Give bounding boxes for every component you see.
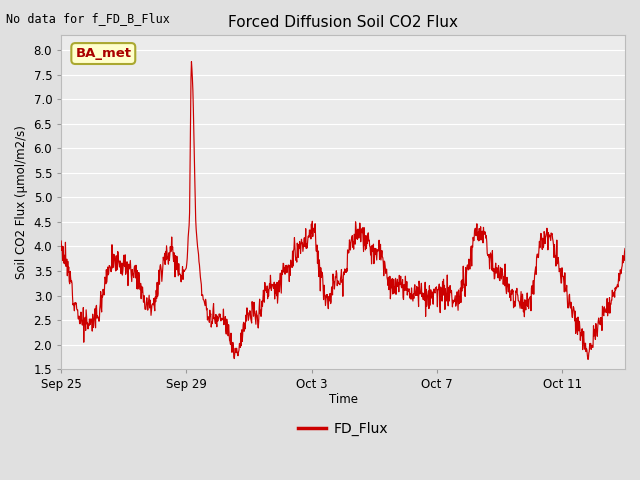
Text: No data for f_FD_B_Flux: No data for f_FD_B_Flux (6, 12, 170, 25)
Legend: FD_Flux: FD_Flux (293, 416, 394, 442)
Title: Forced Diffusion Soil CO2 Flux: Forced Diffusion Soil CO2 Flux (228, 15, 458, 30)
Text: BA_met: BA_met (76, 47, 131, 60)
X-axis label: Time: Time (328, 393, 358, 406)
Y-axis label: Soil CO2 Flux (μmol/m2/s): Soil CO2 Flux (μmol/m2/s) (15, 125, 28, 279)
